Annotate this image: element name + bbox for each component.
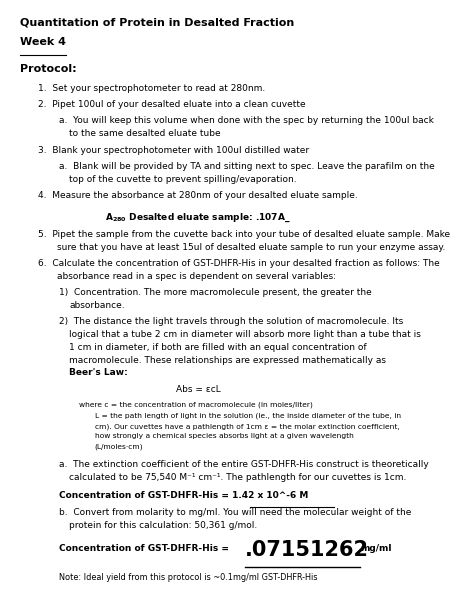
Text: to the same desalted eluate tube: to the same desalted eluate tube — [69, 129, 221, 138]
Text: 2)  The distance the light travels through the solution of macromolecule. Its: 2) The distance the light travels throug… — [59, 318, 404, 327]
Text: how strongly a chemical species absorbs light at a given wavelength: how strongly a chemical species absorbs … — [95, 433, 354, 440]
Text: a.  Blank will be provided by TA and sitting next to spec. Leave the parafilm on: a. Blank will be provided by TA and sitt… — [59, 162, 435, 171]
Text: Abs = εcL: Abs = εcL — [176, 386, 220, 395]
Text: absorbance.: absorbance. — [69, 301, 125, 310]
Text: 1 cm in diameter, if both are filled with an equal concentration of: 1 cm in diameter, if both are filled wit… — [69, 343, 367, 352]
Text: a.  The extinction coefficient of the entire GST-DHFR-His construct is theoretic: a. The extinction coefficient of the ent… — [59, 460, 429, 469]
Text: 5.  Pipet the sample from the cuvette back into your tube of desalted eluate sam: 5. Pipet the sample from the cuvette bac… — [38, 230, 450, 239]
Text: 6.  Calculate the concentration of GST-DHFR-His in your desalted fraction as fol: 6. Calculate the concentration of GST-DH… — [38, 259, 440, 268]
Text: Week 4: Week 4 — [20, 37, 66, 47]
Text: 2.  Pipet 100ul of your desalted eluate into a clean cuvette: 2. Pipet 100ul of your desalted eluate i… — [38, 100, 306, 109]
Text: $\mathbf{A_{280}}$ Desalted eluate sample: .107A_: $\mathbf{A_{280}}$ Desalted eluate sampl… — [105, 211, 291, 224]
Text: 1.  Set your spectrophotometer to read at 280nm.: 1. Set your spectrophotometer to read at… — [38, 83, 265, 93]
Text: macromolecule. These relationships are expressed mathematically as: macromolecule. These relationships are e… — [69, 356, 386, 365]
Text: absorbance read in a spec is dependent on several variables:: absorbance read in a spec is dependent o… — [57, 272, 337, 281]
Text: calculated to be 75,540 M⁻¹ cm⁻¹. The pathlength for our cuvettes is 1cm.: calculated to be 75,540 M⁻¹ cm⁻¹. The pa… — [69, 473, 407, 482]
Text: Concentration of GST-DHFR-His =: Concentration of GST-DHFR-His = — [59, 544, 233, 553]
Text: mg/ml: mg/ml — [360, 544, 392, 553]
Text: cm). Our cuvettes have a pathlength of 1cm ε = the molar extinction coefficient,: cm). Our cuvettes have a pathlength of 1… — [95, 423, 399, 430]
Text: logical that a tube 2 cm in diameter will absorb more light than a tube that is: logical that a tube 2 cm in diameter wil… — [69, 330, 421, 339]
Text: protein for this calculation: 50,361 g/mol.: protein for this calculation: 50,361 g/m… — [69, 521, 257, 530]
Text: sure that you have at least 15ul of desalted eluate sample to run your enzyme as: sure that you have at least 15ul of desa… — [57, 243, 446, 252]
Text: 3.  Blank your spectrophotometer with 100ul distilled water: 3. Blank your spectrophotometer with 100… — [38, 145, 309, 154]
Text: Note: Ideal yield from this protocol is ~0.1mg/ml GST-DHFR-His: Note: Ideal yield from this protocol is … — [59, 573, 318, 582]
Text: L = the path length of light in the solution (ie., the inside diameter of the tu: L = the path length of light in the solu… — [95, 413, 401, 419]
Text: Quantitation of Protein in Desalted Fraction: Quantitation of Protein in Desalted Frac… — [20, 18, 295, 28]
Text: 1)  Concentration. The more macromolecule present, the greater the: 1) Concentration. The more macromolecule… — [59, 288, 372, 297]
Text: 4.  Measure the absorbance at 280nm of your desalted eluate sample.: 4. Measure the absorbance at 280nm of yo… — [38, 191, 358, 200]
Text: Concentration of GST-DHFR-His = 1.42 x 10^-6 M: Concentration of GST-DHFR-His = 1.42 x 1… — [59, 491, 309, 500]
Text: Beer's Law:: Beer's Law: — [69, 368, 128, 378]
Text: (L/moles·cm): (L/moles·cm) — [95, 444, 143, 451]
Text: Protocol:: Protocol: — [20, 64, 77, 74]
Text: where c = the concentration of macromolecule (in moles/liter): where c = the concentration of macromole… — [79, 402, 313, 408]
Text: top of the cuvette to prevent spilling/evaporation.: top of the cuvette to prevent spilling/e… — [69, 175, 297, 184]
Text: b.  Convert from molarity to mg/ml. You will need the molecular weight of the: b. Convert from molarity to mg/ml. You w… — [59, 508, 412, 517]
Text: .07151262: .07151262 — [245, 540, 369, 560]
Text: a.  You will keep this volume when done with the spec by returning the 100ul bac: a. You will keep this volume when done w… — [59, 116, 434, 126]
